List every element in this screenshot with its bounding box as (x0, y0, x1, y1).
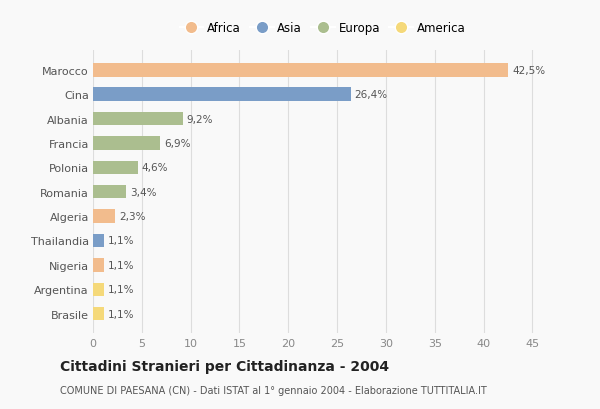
Text: 6,9%: 6,9% (164, 139, 191, 148)
Bar (93, 258, 104, 272)
Bar (93, 234, 104, 247)
Bar (93, 88, 351, 102)
Text: 2,3%: 2,3% (119, 211, 146, 222)
Bar (93, 307, 104, 321)
Legend: Africa, Asia, Europa, America: Africa, Asia, Europa, America (175, 18, 470, 40)
Text: 1,1%: 1,1% (107, 260, 134, 270)
Bar (93, 137, 160, 150)
Bar (93, 210, 115, 223)
Text: 4,6%: 4,6% (142, 163, 169, 173)
Bar (93, 283, 104, 296)
Text: 3,4%: 3,4% (130, 187, 157, 197)
Text: Cittadini Stranieri per Cittadinanza - 2004: Cittadini Stranieri per Cittadinanza - 2… (60, 359, 389, 373)
Bar (93, 186, 126, 199)
Text: 9,2%: 9,2% (187, 114, 213, 124)
Bar (93, 64, 508, 77)
Text: 1,1%: 1,1% (107, 285, 134, 294)
Bar (93, 161, 138, 175)
Text: 42,5%: 42,5% (512, 66, 545, 76)
Text: COMUNE DI PAESANA (CN) - Dati ISTAT al 1° gennaio 2004 - Elaborazione TUTTITALIA: COMUNE DI PAESANA (CN) - Dati ISTAT al 1… (60, 385, 487, 396)
Bar (93, 112, 183, 126)
Text: 1,1%: 1,1% (107, 309, 134, 319)
Text: 26,4%: 26,4% (355, 90, 388, 100)
Text: 1,1%: 1,1% (107, 236, 134, 246)
